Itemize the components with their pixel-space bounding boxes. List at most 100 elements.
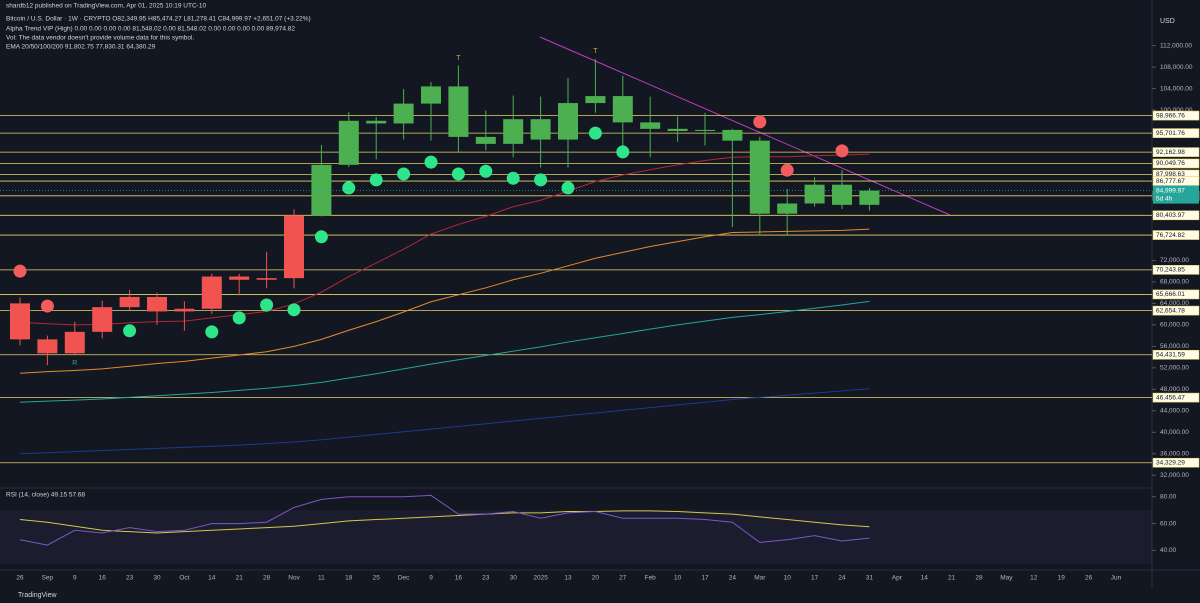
signal-dot bbox=[451, 167, 465, 181]
level-label-box bbox=[1152, 147, 1200, 157]
level-label: 54,431.59 bbox=[1156, 352, 1185, 359]
ema-line bbox=[19, 153, 870, 326]
level-label: 70,243.85 bbox=[1156, 267, 1185, 274]
x-tick-label: 26 bbox=[1085, 575, 1093, 582]
signal-dot bbox=[506, 171, 520, 185]
plot: 112,000.00 108,000.00 104,000.00 100,000.00… bbox=[0, 42, 1200, 582]
level-label: 65,666.01 bbox=[1156, 291, 1185, 298]
level-label-box bbox=[1152, 176, 1200, 186]
level-label-box bbox=[1152, 305, 1200, 316]
x-tick-label: Dec bbox=[398, 575, 410, 582]
candle-body bbox=[640, 122, 661, 129]
x-tick-label: 30 bbox=[510, 575, 518, 582]
level-label-box bbox=[1152, 210, 1200, 221]
signal-dot bbox=[232, 311, 246, 325]
level-label: 46,456.47 bbox=[1156, 394, 1185, 401]
signal-dot bbox=[314, 230, 328, 244]
x-tick-label: 31 bbox=[866, 575, 874, 582]
x-tick-label: 17 bbox=[811, 575, 819, 582]
x-tick-label: 16 bbox=[455, 575, 463, 582]
currency: USD bbox=[1160, 18, 1175, 25]
x-tick-label: 9 bbox=[429, 575, 433, 582]
level-label-box bbox=[1152, 457, 1200, 468]
candle-body bbox=[832, 184, 852, 205]
x-tick-label: 26 bbox=[16, 575, 24, 582]
y-tick-label: 52,000.00 bbox=[1160, 365, 1189, 372]
x-tick-label: 23 bbox=[126, 575, 134, 582]
candle-body bbox=[804, 184, 825, 204]
rsi-tick-label: 40.00 bbox=[1160, 547, 1177, 554]
x-tick-label: 19 bbox=[1058, 575, 1066, 582]
candle-body bbox=[859, 190, 880, 205]
x-tick-label: 21 bbox=[948, 575, 956, 582]
candle-body bbox=[147, 296, 167, 312]
candle-body bbox=[229, 276, 250, 280]
x-tick-label: 10 bbox=[784, 575, 792, 582]
candle-body bbox=[722, 129, 743, 141]
candle-body bbox=[174, 308, 195, 312]
signal-dot bbox=[588, 126, 602, 140]
candle-body bbox=[92, 307, 113, 332]
candle-body bbox=[777, 203, 798, 214]
x-tick-label: 13 bbox=[564, 575, 572, 582]
signal-dot bbox=[13, 264, 27, 278]
candle-body bbox=[612, 96, 633, 123]
y-tick-label: 44,000.00 bbox=[1160, 408, 1189, 415]
x-tick-label: 18 bbox=[345, 575, 353, 582]
signal-dot bbox=[260, 298, 274, 312]
x-tick-label: Jun bbox=[1111, 575, 1122, 582]
x-tick-label: 28 bbox=[263, 575, 271, 582]
x-tick-label: 10 bbox=[674, 575, 682, 582]
candle-body bbox=[338, 120, 359, 165]
signal-dot bbox=[40, 299, 54, 313]
y-tick-label: 36,000.00 bbox=[1160, 450, 1189, 457]
signal-dot bbox=[835, 144, 849, 158]
level-label: 90,049.76 bbox=[1156, 160, 1185, 167]
candle-body bbox=[421, 86, 441, 104]
x-tick-label: 17 bbox=[701, 575, 709, 582]
x-tick-label: Feb bbox=[645, 575, 657, 582]
level-label: 34,329.29 bbox=[1156, 459, 1185, 466]
level-label: 86,777.67 bbox=[1156, 178, 1185, 185]
y-tick-label: 100,000.00 bbox=[1160, 107, 1193, 114]
symbol-info: Bitcoin / U.S. Dollar · 1W · CRYPTO O82,… bbox=[6, 16, 311, 23]
level-label-box bbox=[1152, 289, 1200, 300]
level-label: 92,162.98 bbox=[1156, 149, 1185, 156]
level-label-box bbox=[1152, 392, 1200, 403]
x-tick-label: 12 bbox=[1030, 575, 1038, 582]
level-label-box bbox=[1152, 110, 1200, 121]
x-tick-label: 23 bbox=[482, 575, 490, 582]
rsi-info: RSI (14, close) 49.15 57.68 bbox=[6, 492, 86, 499]
rsi-ma-line bbox=[19, 510, 870, 534]
signal-dot bbox=[342, 181, 356, 195]
level-label-box bbox=[1152, 230, 1200, 240]
x-tick-label: 9 bbox=[73, 575, 77, 582]
y-tick-label: 32,000.00 bbox=[1160, 472, 1189, 479]
candle-body bbox=[749, 140, 770, 214]
x-tick-label: Oct bbox=[179, 575, 189, 582]
brand: TradingView bbox=[18, 592, 57, 599]
x-tick-label: 21 bbox=[236, 575, 244, 582]
candle-body bbox=[585, 96, 606, 104]
candle-body bbox=[201, 276, 222, 309]
y-tick-label: 104,000.00 bbox=[1160, 85, 1193, 92]
x-tick-label: 14 bbox=[208, 575, 216, 582]
y-tick-label: 40,000.00 bbox=[1160, 429, 1189, 436]
candle-body bbox=[667, 128, 688, 131]
ema-line bbox=[19, 388, 870, 455]
y-tick-label: 48,000.00 bbox=[1160, 386, 1189, 393]
x-tick-label: 2025 bbox=[533, 575, 548, 582]
level-label-box bbox=[1152, 349, 1200, 360]
x-tick-label: Sep bbox=[42, 575, 54, 582]
candle-body bbox=[695, 129, 715, 131]
signal-dot bbox=[479, 164, 493, 178]
x-tick-label: 24 bbox=[838, 575, 846, 582]
y-tick-label: 56,000.00 bbox=[1160, 343, 1189, 350]
candle-body bbox=[558, 103, 578, 140]
candle-body bbox=[475, 136, 496, 144]
candle-body bbox=[393, 103, 414, 124]
rsi-line bbox=[19, 494, 870, 546]
level-label: 87,998.63 bbox=[1156, 171, 1185, 178]
candle-body bbox=[256, 278, 277, 280]
